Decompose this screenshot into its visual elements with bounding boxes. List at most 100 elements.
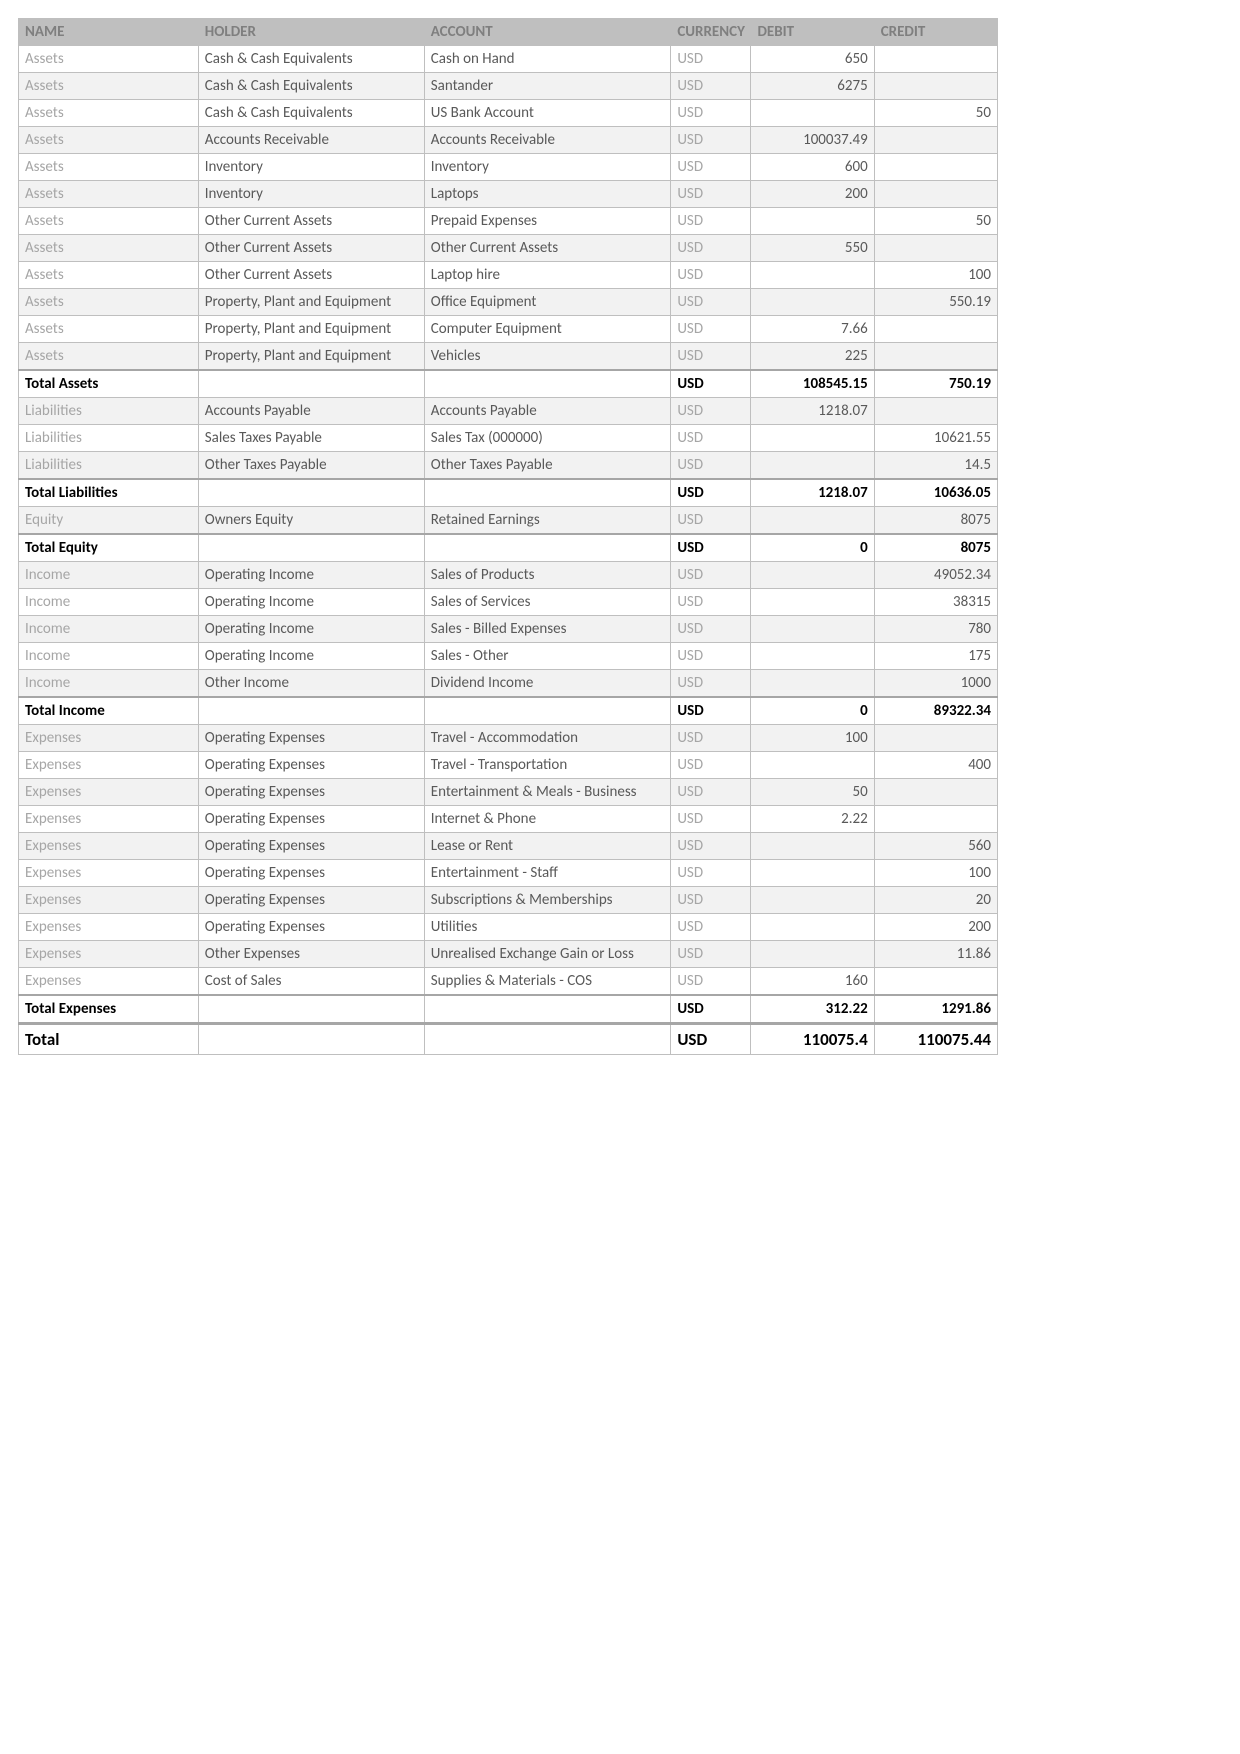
cell-name: Assets	[19, 235, 199, 262]
cell-debit: 1218.07	[751, 479, 874, 507]
cell-name: Assets	[19, 289, 199, 316]
cell-currency: USD	[671, 235, 751, 262]
cell-holder	[198, 370, 424, 398]
cell-currency: USD	[671, 697, 751, 725]
table-row: ExpensesOperating ExpensesSubscriptions …	[19, 887, 998, 914]
cell-account	[424, 995, 671, 1024]
cell-holder: Cash & Cash Equivalents	[198, 100, 424, 127]
cell-account: Internet & Phone	[424, 806, 671, 833]
cell-debit: 110075.4	[751, 1024, 874, 1055]
cell-currency: USD	[671, 154, 751, 181]
table-row: ExpensesOperating ExpensesEntertainment …	[19, 779, 998, 806]
table-row: IncomeOperating IncomeSales - Billed Exp…	[19, 616, 998, 643]
table-row: AssetsInventoryLaptopsUSD200	[19, 181, 998, 208]
cell-currency: USD	[671, 1024, 751, 1055]
cell-name: Assets	[19, 208, 199, 235]
cell-credit: 175	[874, 643, 997, 670]
cell-holder: Operating Expenses	[198, 833, 424, 860]
cell-debit	[751, 100, 874, 127]
cell-holder: Owners Equity	[198, 507, 424, 535]
cell-currency: USD	[671, 887, 751, 914]
cell-debit	[751, 452, 874, 480]
cell-account: Santander	[424, 73, 671, 100]
trial-balance-table: NAME HOLDER ACCOUNT CURRENCY DEBIT CREDI…	[18, 18, 998, 1055]
subtotal-row: Total IncomeUSD089322.34	[19, 697, 998, 725]
cell-holder: Cost of Sales	[198, 968, 424, 996]
cell-name: Total Equity	[19, 534, 199, 562]
table-row: LiabilitiesSales Taxes PayableSales Tax …	[19, 425, 998, 452]
table-row: AssetsInventoryInventoryUSD600	[19, 154, 998, 181]
cell-currency: USD	[671, 643, 751, 670]
cell-currency: USD	[671, 616, 751, 643]
cell-debit	[751, 752, 874, 779]
table-row: ExpensesOperating ExpensesInternet & Pho…	[19, 806, 998, 833]
cell-credit: 10621.55	[874, 425, 997, 452]
subtotal-row: Total EquityUSD08075	[19, 534, 998, 562]
cell-account: Prepaid Expenses	[424, 208, 671, 235]
cell-name: Liabilities	[19, 398, 199, 425]
cell-debit	[751, 887, 874, 914]
cell-holder: Operating Expenses	[198, 725, 424, 752]
cell-name: Assets	[19, 316, 199, 343]
cell-debit	[751, 562, 874, 589]
cell-name: Assets	[19, 343, 199, 371]
cell-credit: 200	[874, 914, 997, 941]
cell-currency: USD	[671, 425, 751, 452]
cell-currency: USD	[671, 779, 751, 806]
cell-account	[424, 479, 671, 507]
cell-credit: 8075	[874, 534, 997, 562]
table-row: AssetsCash & Cash EquivalentsSantanderUS…	[19, 73, 998, 100]
cell-credit: 1291.86	[874, 995, 997, 1024]
table-row: ExpensesOperating ExpensesTravel - Accom…	[19, 725, 998, 752]
cell-account: Unrealised Exchange Gain or Loss	[424, 941, 671, 968]
cell-account: Supplies & Materials - COS	[424, 968, 671, 996]
cell-name: Expenses	[19, 806, 199, 833]
cell-debit	[751, 833, 874, 860]
cell-currency: USD	[671, 398, 751, 425]
cell-credit: 49052.34	[874, 562, 997, 589]
table-row: ExpensesOperating ExpensesEntertainment …	[19, 860, 998, 887]
cell-name: Assets	[19, 154, 199, 181]
cell-currency: USD	[671, 370, 751, 398]
cell-holder: Other Current Assets	[198, 208, 424, 235]
cell-debit: 0	[751, 697, 874, 725]
cell-debit: 100	[751, 725, 874, 752]
col-name: NAME	[19, 19, 199, 46]
cell-currency: USD	[671, 343, 751, 371]
cell-currency: USD	[671, 995, 751, 1024]
cell-credit: 11.86	[874, 941, 997, 968]
cell-account: Utilities	[424, 914, 671, 941]
cell-debit: 1218.07	[751, 398, 874, 425]
cell-holder: Property, Plant and Equipment	[198, 289, 424, 316]
cell-name: Total Assets	[19, 370, 199, 398]
cell-currency: USD	[671, 806, 751, 833]
cell-currency: USD	[671, 46, 751, 73]
cell-name: Income	[19, 643, 199, 670]
cell-currency: USD	[671, 289, 751, 316]
cell-credit: 50	[874, 208, 997, 235]
cell-holder: Cash & Cash Equivalents	[198, 73, 424, 100]
cell-debit	[751, 589, 874, 616]
cell-credit	[874, 127, 997, 154]
cell-credit	[874, 806, 997, 833]
cell-holder: Operating Expenses	[198, 806, 424, 833]
cell-name: Assets	[19, 262, 199, 289]
cell-currency: USD	[671, 262, 751, 289]
cell-name: Assets	[19, 181, 199, 208]
cell-name: Expenses	[19, 779, 199, 806]
cell-credit	[874, 181, 997, 208]
cell-name: Expenses	[19, 833, 199, 860]
cell-currency: USD	[671, 127, 751, 154]
cell-holder: Operating Expenses	[198, 887, 424, 914]
cell-debit: 50	[751, 779, 874, 806]
cell-name: Income	[19, 562, 199, 589]
cell-account: Retained Earnings	[424, 507, 671, 535]
cell-credit	[874, 725, 997, 752]
cell-holder: Operating Expenses	[198, 752, 424, 779]
cell-credit: 8075	[874, 507, 997, 535]
subtotal-row: Total LiabilitiesUSD1218.0710636.05	[19, 479, 998, 507]
cell-debit	[751, 941, 874, 968]
cell-account: Travel - Transportation	[424, 752, 671, 779]
cell-currency: USD	[671, 670, 751, 698]
cell-currency: USD	[671, 181, 751, 208]
